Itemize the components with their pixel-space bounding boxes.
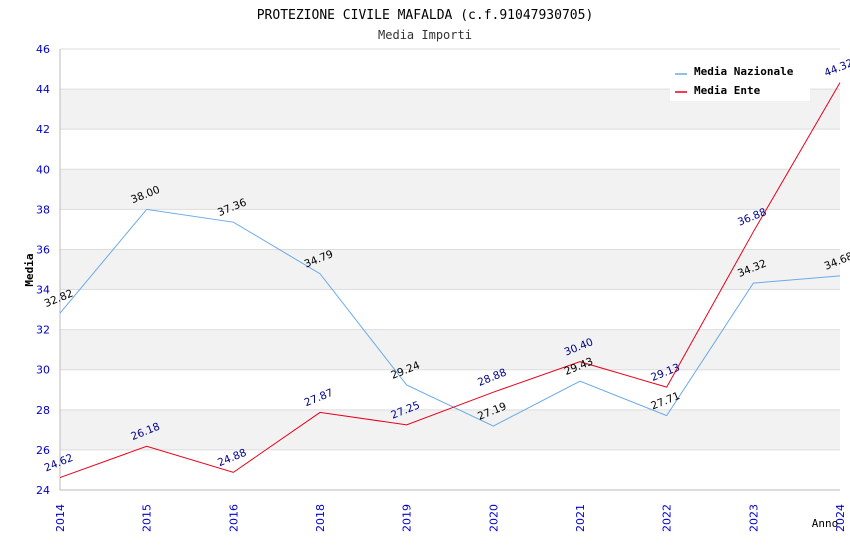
axes [59,49,840,491]
legend-box [670,60,810,101]
series-lines [59,82,841,479]
data-label: 44.32 [823,57,850,79]
grid-band [60,249,840,290]
y-tick-label: 44 [36,83,50,96]
y-tick-labels: 24 26 28 30 32 34 36 38 40 42 44 46 [36,43,50,497]
y-tick-label: 36 [36,243,50,256]
legend-label-media-ente: Media Ente [694,84,761,97]
x-tick-label: 2018 [314,504,327,532]
x-tick-label: 2021 [574,504,587,532]
y-tick-label: 32 [36,324,50,337]
y-tick-label: 46 [36,43,50,56]
y-tick-label: 30 [36,364,50,377]
y-tick-label: 34 [36,284,50,297]
x-tick-label: 2023 [747,504,760,532]
x-tick-label: 2016 [227,504,240,532]
x-tick-label: 2020 [487,504,500,532]
grid-band [60,169,840,210]
x-tick-label: 2019 [401,504,414,532]
x-tick-label: 2015 [141,504,154,532]
y-tick-label: 38 [36,203,50,216]
y-tick-label: 42 [36,123,50,136]
grid-band [60,409,840,450]
legend: Media Nazionale Media Ente [670,60,810,101]
data-label: 27.87 [303,387,335,409]
x-tick-label: 2022 [661,504,674,532]
y-axis-label: Media [23,253,36,286]
data-label: 27.71 [649,390,681,412]
y-tick-label: 40 [36,163,50,176]
chart-subtitle: Media Importi [378,28,472,42]
y-tick-label: 24 [36,484,50,497]
x-tick-labels: 2014 2015 2016 2018 2019 2020 2021 2022 2023 2024 [54,504,847,532]
series-line-media-nazionale [59,208,841,427]
chart-title: PROTEZIONE CIVILE MAFALDA (c.f.910479307… [257,8,594,23]
x-axis-label: Anno [812,517,839,530]
x-tick-label: 2014 [54,504,67,532]
y-tick-label: 28 [36,404,50,417]
grid-bands [60,89,840,450]
y-tick-label: 26 [36,444,50,457]
legend-label-media-nazionale: Media Nazionale [694,65,794,78]
grid-band [60,329,840,370]
x-tick-label: 2024 [834,504,847,532]
series-line-media-ente [59,82,841,479]
